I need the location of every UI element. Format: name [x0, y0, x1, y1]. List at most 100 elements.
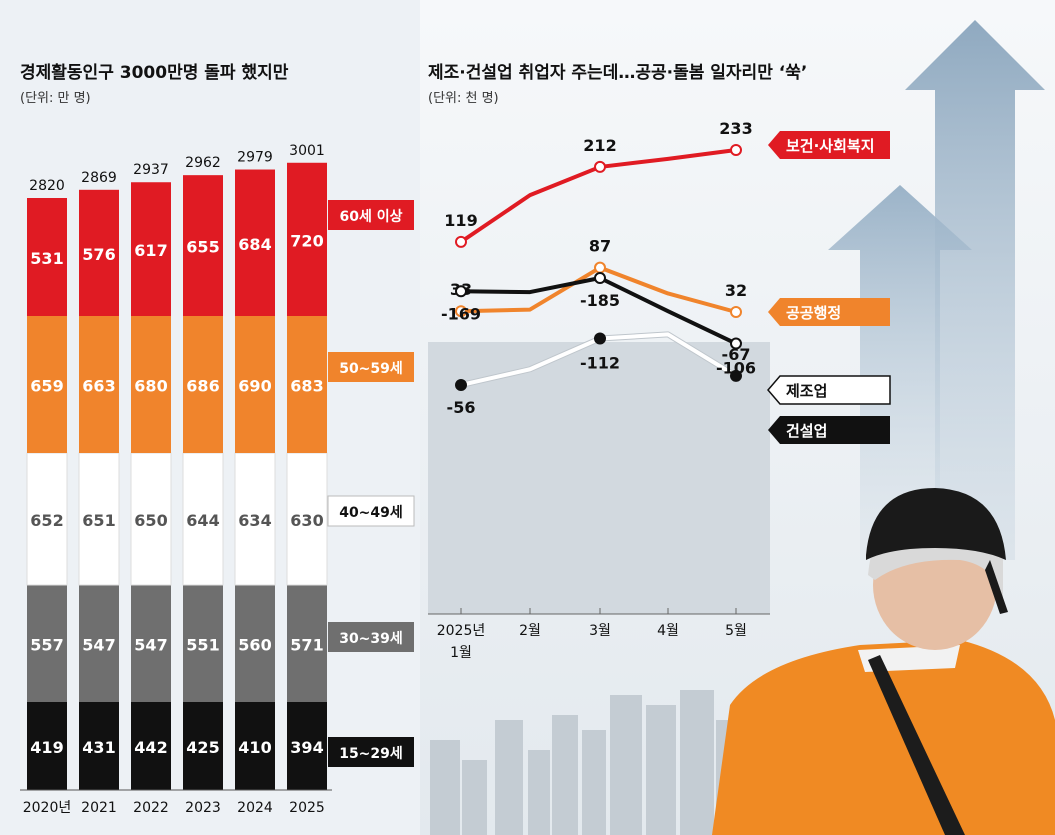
- x-tick-label: 2025년: [437, 623, 486, 639]
- legend-label: 30~39세: [339, 631, 403, 647]
- bar-value-label: 663: [82, 377, 115, 396]
- line-chart: 2025년1월2월3월4월5월119212233338732-56-112-67…: [428, 119, 891, 661]
- bar-value-label: 531: [30, 249, 63, 268]
- bar-value-label: 684: [238, 235, 271, 254]
- x-category-label: 2020년: [23, 800, 72, 816]
- bar-value-label: 442: [134, 738, 167, 757]
- x-tick-label: 4월: [657, 623, 679, 639]
- series-point: [455, 235, 467, 248]
- bar-segment-50~59세-3: [183, 316, 223, 453]
- bar-value-label: 617: [134, 241, 167, 260]
- bar-segment-60세-이상-3: [183, 175, 223, 316]
- series-tag-label: 공공행정: [786, 304, 841, 322]
- legend-tag-60세-이상: [328, 200, 414, 230]
- bar-value-label: 720: [290, 231, 323, 250]
- series-tag-공공행정: [768, 298, 890, 326]
- bar-value-label: 644: [186, 511, 219, 530]
- right-chart-unit: (단위: 천 명): [428, 91, 499, 106]
- series-tag-제조업: [767, 375, 891, 405]
- bar-value-label: 651: [82, 511, 115, 530]
- bar-segment-40~49세-5: [286, 452, 328, 586]
- bar-segment-15~29세-3: [183, 702, 223, 790]
- series-point: [730, 369, 742, 382]
- series-point: [730, 306, 742, 318]
- series-point: [594, 261, 606, 274]
- bar-segment-30~39세-1: [79, 585, 119, 702]
- series-point-label: 233: [719, 119, 752, 138]
- series-tag-보건-사회복지: [768, 131, 890, 159]
- bar-segment-30~39세-5: [287, 585, 327, 702]
- bar-segment-30~39세-3: [183, 585, 223, 702]
- bar-segment-40~49세-0: [26, 452, 68, 586]
- bar-segment-40~49세-4: [234, 452, 276, 586]
- bar-value-label: 650: [134, 511, 167, 530]
- bar-value-label: 547: [82, 636, 115, 655]
- series-point: [730, 337, 742, 350]
- bar-value-label: 634: [238, 511, 271, 530]
- series-point: [730, 144, 742, 156]
- bar-total-label: 3001: [289, 143, 325, 159]
- worker-figure: [712, 488, 1055, 835]
- bar-value-label: 659: [30, 377, 63, 396]
- bar-value-label: 690: [238, 377, 271, 396]
- bar-segment-50~59세-5: [287, 316, 327, 453]
- bar-segment-50~59세-1: [79, 316, 119, 453]
- series-point-label: 87: [589, 237, 611, 256]
- series-point-label: -106: [716, 359, 756, 378]
- series-point: [594, 272, 606, 284]
- bar-segment-30~39세-2: [131, 585, 171, 702]
- bar-segment-15~29세-5: [287, 702, 327, 790]
- bar-value-label: 630: [290, 511, 323, 530]
- rising-arrow-small: [828, 185, 972, 560]
- series-point-label: -112: [580, 354, 620, 373]
- legend-label: 50~59세: [339, 361, 403, 377]
- left-chart-title: 경제활동인구 3000만명 돌파 했지만: [20, 62, 289, 83]
- bar-value-label: 571: [290, 636, 323, 655]
- series-point-label: -56: [447, 398, 476, 417]
- bar-value-label: 652: [30, 511, 63, 530]
- bar-segment-50~59세-2: [131, 316, 171, 453]
- bar-total-label: 2820: [29, 178, 65, 194]
- x-category-label: 2025: [289, 800, 325, 816]
- series-point: [455, 285, 467, 298]
- bar-segment-50~59세-0: [27, 316, 67, 453]
- bar-value-label: 394: [290, 738, 323, 757]
- bar-value-label: 551: [186, 636, 219, 655]
- bar-value-label: 557: [30, 636, 63, 655]
- x-category-label: 2024: [237, 800, 273, 816]
- series-tag-label: 보건·사회복지: [786, 137, 875, 155]
- bar-segment-60세-이상-5: [287, 162, 327, 316]
- series-point: [594, 160, 606, 173]
- bar-segment-50~59세-4: [235, 316, 275, 453]
- x-category-label: 2023: [185, 800, 221, 816]
- legend-label: 60세 이상: [340, 208, 403, 225]
- bar-value-label: 560: [238, 636, 271, 655]
- bar-value-label: 683: [290, 377, 323, 396]
- x-tick-label: 2월: [519, 623, 541, 639]
- legend-tag-50~59세: [328, 352, 414, 382]
- bar-value-label: 686: [186, 377, 219, 396]
- bar-segment-15~29세-0: [27, 702, 67, 790]
- series-point-label: 119: [444, 211, 477, 230]
- bar-value-label: 419: [30, 738, 63, 757]
- bar-segment-15~29세-2: [131, 702, 171, 790]
- bar-total-label: 2979: [237, 150, 273, 166]
- bar-segment-30~39세-0: [27, 585, 67, 702]
- bar-value-label: 431: [82, 738, 115, 757]
- bar-segment-30~39세-4: [235, 585, 275, 702]
- bar-value-label: 425: [186, 738, 219, 757]
- series-tag-건설업: [768, 416, 890, 444]
- bar-total-label: 2962: [185, 155, 221, 171]
- series-tag-label: 제조업: [786, 382, 827, 400]
- legend-tag-15~29세: [328, 737, 414, 767]
- bar-value-label: 547: [134, 636, 167, 655]
- bar-segment-60세-이상-4: [235, 169, 275, 316]
- legend-tag-40~49세: [327, 495, 415, 527]
- bar-value-label: 576: [82, 245, 115, 264]
- bar-segment-60세-이상-0: [27, 198, 67, 316]
- x-category-label: 2021: [81, 800, 117, 816]
- x-tick-label: 3월: [589, 623, 611, 639]
- series-point: [594, 332, 606, 345]
